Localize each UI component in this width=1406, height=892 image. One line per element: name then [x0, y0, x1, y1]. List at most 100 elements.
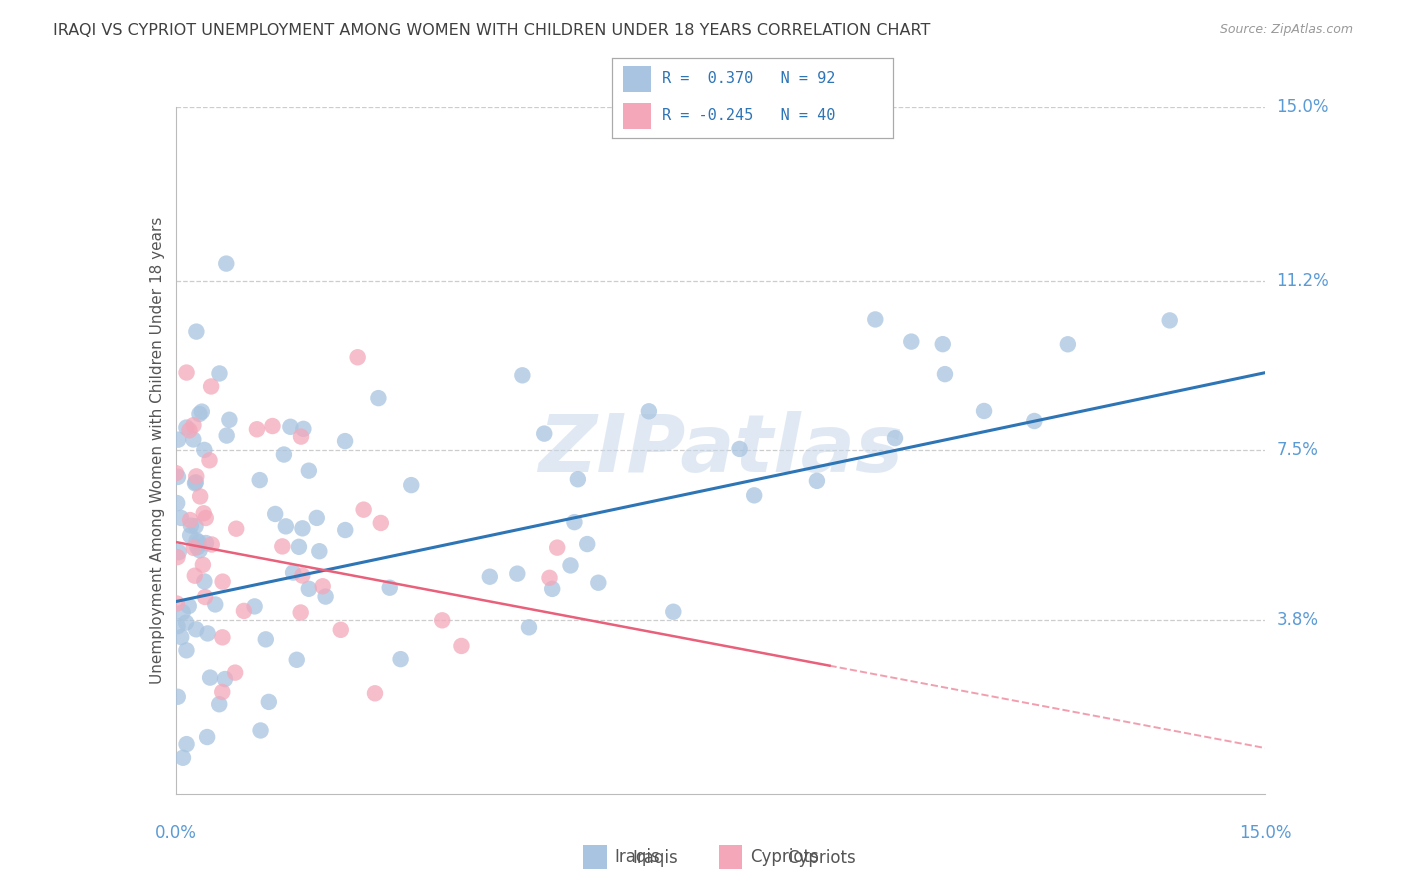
- Point: [183, 418, 205, 433]
- Point: [176, 643, 198, 657]
- Point: [232, 604, 254, 618]
- Point: [186, 540, 208, 554]
- Point: [298, 464, 321, 478]
- Point: [181, 433, 204, 447]
- Point: [187, 535, 209, 549]
- Point: [194, 511, 217, 525]
- Point: [184, 476, 207, 491]
- Point: [184, 568, 207, 582]
- Point: [194, 590, 217, 604]
- Point: [172, 751, 194, 765]
- Text: Cypriots: Cypriots: [787, 849, 856, 867]
- Point: [364, 686, 387, 700]
- Point: [166, 496, 188, 510]
- Point: [218, 413, 240, 427]
- Point: [201, 537, 224, 551]
- Point: [186, 533, 208, 548]
- Point: [298, 582, 321, 596]
- Point: [662, 605, 685, 619]
- Point: [184, 475, 207, 490]
- Text: 15.0%: 15.0%: [1277, 98, 1329, 116]
- Text: R = -0.245   N = 40: R = -0.245 N = 40: [662, 108, 835, 123]
- Point: [211, 685, 233, 699]
- Point: [346, 351, 368, 365]
- Point: [432, 613, 454, 627]
- Text: Source: ZipAtlas.com: Source: ZipAtlas.com: [1219, 23, 1353, 37]
- Point: [194, 536, 217, 550]
- Point: [176, 420, 198, 434]
- Bar: [718, 845, 742, 870]
- Text: 11.2%: 11.2%: [1277, 272, 1329, 290]
- Point: [179, 528, 201, 542]
- Point: [538, 571, 561, 585]
- Point: [370, 516, 392, 530]
- Text: Iraqis: Iraqis: [633, 849, 679, 867]
- Point: [193, 574, 215, 589]
- Point: [193, 442, 215, 457]
- Point: [308, 544, 330, 558]
- Point: [188, 543, 211, 558]
- Point: [204, 598, 226, 612]
- Point: [450, 639, 472, 653]
- Point: [512, 368, 534, 383]
- Point: [541, 582, 564, 596]
- Point: [292, 422, 315, 436]
- Point: [179, 423, 201, 437]
- Point: [249, 473, 271, 487]
- Point: [273, 448, 295, 462]
- Point: [478, 570, 501, 584]
- Point: [973, 404, 995, 418]
- Point: [312, 579, 335, 593]
- Point: [254, 632, 277, 647]
- Point: [333, 434, 356, 449]
- Point: [900, 334, 922, 349]
- Text: 15.0%: 15.0%: [1239, 824, 1292, 842]
- Point: [264, 507, 287, 521]
- Point: [249, 723, 271, 738]
- Point: [225, 522, 247, 536]
- Point: [576, 537, 599, 551]
- Point: [166, 550, 188, 565]
- Y-axis label: Unemployment Among Women with Children Under 18 years: Unemployment Among Women with Children U…: [149, 217, 165, 684]
- Point: [262, 419, 284, 434]
- Point: [184, 519, 207, 533]
- Point: [188, 490, 211, 504]
- Point: [208, 367, 231, 381]
- Point: [224, 665, 246, 680]
- Point: [367, 391, 389, 405]
- Point: [533, 426, 555, 441]
- Point: [174, 615, 197, 630]
- Point: [166, 690, 188, 704]
- Point: [176, 737, 198, 751]
- Point: [166, 597, 188, 611]
- Point: [1159, 313, 1181, 327]
- Point: [170, 511, 193, 525]
- Point: [167, 470, 190, 484]
- Point: [1057, 337, 1080, 351]
- Point: [389, 652, 412, 666]
- Point: [188, 407, 211, 421]
- Point: [742, 488, 765, 502]
- Text: Iraqis: Iraqis: [614, 848, 661, 866]
- Point: [546, 541, 568, 555]
- Point: [506, 566, 529, 581]
- Text: R =  0.370   N = 92: R = 0.370 N = 92: [662, 71, 835, 87]
- Point: [198, 671, 221, 685]
- Text: 0.0%: 0.0%: [155, 824, 197, 842]
- Point: [176, 366, 198, 380]
- Point: [246, 422, 269, 436]
- Point: [166, 619, 188, 633]
- Point: [271, 540, 294, 554]
- Bar: [623, 103, 651, 128]
- Point: [165, 466, 187, 480]
- Point: [200, 379, 222, 393]
- Point: [290, 429, 312, 443]
- Point: [197, 626, 219, 640]
- Point: [728, 442, 751, 456]
- Point: [288, 540, 311, 554]
- Point: [198, 453, 221, 467]
- Point: [186, 623, 208, 637]
- Bar: [583, 845, 607, 870]
- Point: [177, 599, 200, 613]
- Point: [208, 698, 231, 712]
